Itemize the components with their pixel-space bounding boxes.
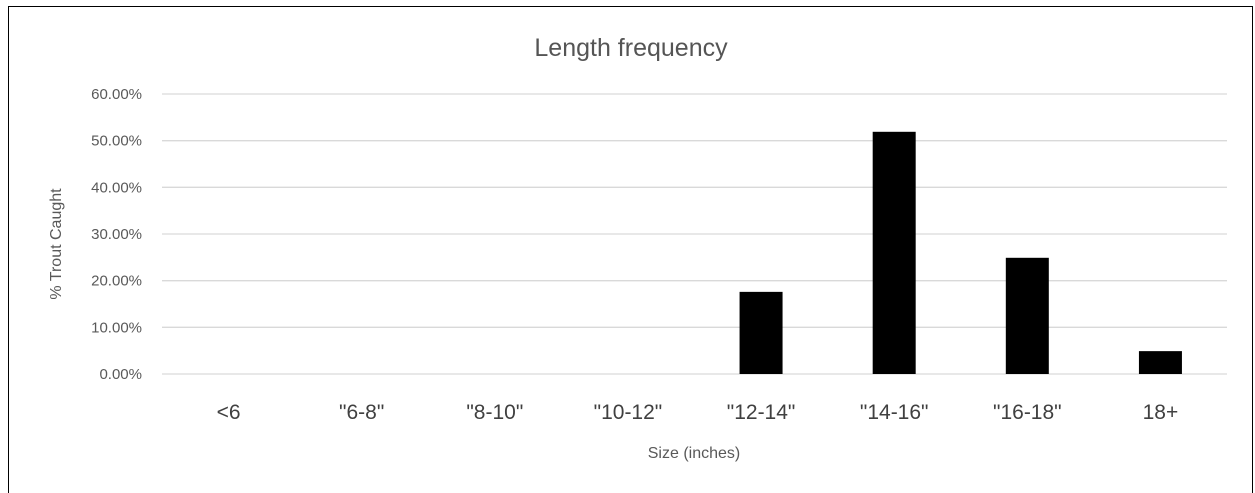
x-tick-label: <6 xyxy=(217,401,241,424)
bar xyxy=(872,131,916,374)
y-axis-label: % Trout Caught xyxy=(48,188,65,300)
bar xyxy=(1138,351,1182,374)
bars xyxy=(739,131,1182,374)
x-tick-label: "8-10" xyxy=(466,401,523,424)
y-tick-label: 10.00% xyxy=(91,319,142,336)
chart-frame xyxy=(8,6,1253,493)
y-tick-label: 40.00% xyxy=(91,179,142,196)
gridlines xyxy=(162,93,1227,375)
y-axis-ticks: 0.00% 10.00% 20.00% 30.00% 40.00% 50.00% 60.00… xyxy=(91,86,142,383)
y-tick-label: 20.00% xyxy=(91,273,142,290)
x-tick-label: 18+ xyxy=(1143,401,1179,424)
y-tick-label: 0.00% xyxy=(99,366,142,383)
bar xyxy=(739,291,783,374)
chart-title: Length frequency xyxy=(534,34,728,62)
y-tick-label: 30.00% xyxy=(91,226,142,243)
x-tick-label: "6-8" xyxy=(339,401,384,424)
x-tick-label: "10-12" xyxy=(594,401,663,424)
bar xyxy=(1005,257,1049,374)
y-tick-label: 60.00% xyxy=(91,86,142,103)
x-tick-label: "16-18" xyxy=(993,401,1062,424)
x-tick-label: "14-16" xyxy=(860,401,929,424)
x-axis-label: Size (inches) xyxy=(648,445,740,462)
y-tick-label: 50.00% xyxy=(91,133,142,150)
x-tick-label: "12-14" xyxy=(727,401,796,424)
x-axis-ticks: <6 "6-8" "8-10" "10-12" "12-14" "14-16" "16-18… xyxy=(217,401,1179,424)
